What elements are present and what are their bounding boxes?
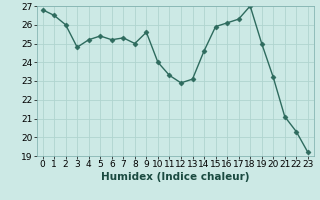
X-axis label: Humidex (Indice chaleur): Humidex (Indice chaleur) [101, 172, 250, 182]
